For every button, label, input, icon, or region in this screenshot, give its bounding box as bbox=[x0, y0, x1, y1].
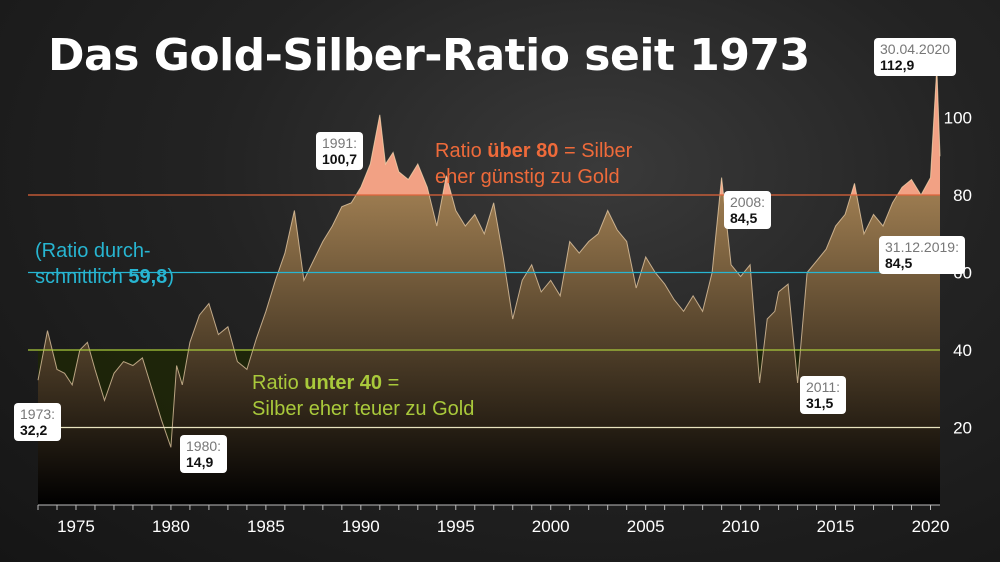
area-layer bbox=[37, 67, 941, 505]
x-tick-label: 2010 bbox=[722, 517, 760, 536]
x-tick-label: 2005 bbox=[627, 517, 665, 536]
reference-lines bbox=[28, 194, 940, 429]
x-tick-label: 1985 bbox=[247, 517, 285, 536]
callout-2020: 30.04.2020 112,9 bbox=[874, 38, 957, 76]
ratio-area bbox=[38, 67, 940, 505]
callout-2019: 31.12.2019: 84,5 bbox=[879, 236, 965, 274]
y-tick-label: 20 bbox=[953, 419, 972, 438]
y-tick-label: 40 bbox=[953, 341, 972, 360]
x-tick-label: 1990 bbox=[342, 517, 380, 536]
callout-1991-value: 100,7 bbox=[322, 151, 358, 167]
y-tick-label: 80 bbox=[953, 186, 972, 205]
callout-1980-label: 1980: bbox=[186, 438, 222, 454]
x-axis: 1975 1980 1985 1990 1995 2000 2005 2010 2015 2020 bbox=[37, 504, 950, 536]
callout-2011: 2011: 31,5 bbox=[800, 376, 846, 414]
callout-1980-value: 14,9 bbox=[186, 454, 214, 470]
below-40-highlight bbox=[38, 350, 940, 448]
callout-2020-value: 112,9 bbox=[880, 57, 915, 73]
x-tick-label: 2000 bbox=[532, 517, 570, 536]
callout-1991: 1991: 100,7 bbox=[316, 132, 364, 170]
callout-1973: 1973: 32,2 bbox=[14, 403, 62, 441]
note-average: (Ratio durch- schnittlich 59,8) bbox=[35, 240, 174, 288]
callout-2008: 2008: 84,5 bbox=[724, 191, 772, 229]
callout-2019-label: 31.12.2019: bbox=[885, 239, 959, 255]
callout-1980: 1980: 14,9 bbox=[180, 435, 228, 473]
x-tick-label: 2015 bbox=[817, 517, 855, 536]
x-tick-label: 2020 bbox=[912, 517, 950, 536]
y-tick-label: 100 bbox=[944, 109, 972, 128]
x-tick-label: 1995 bbox=[437, 517, 475, 536]
ratio-line bbox=[37, 67, 941, 448]
x-tick-label: 1980 bbox=[152, 517, 190, 536]
callout-1973-value: 32,2 bbox=[20, 422, 48, 438]
callout-2019-value: 84,5 bbox=[885, 255, 913, 271]
note-above-80: Ratio über 80 = Silber eher günstig zu G… bbox=[435, 140, 633, 188]
y-axis: 20406080100 bbox=[944, 109, 972, 438]
callout-2008-value: 84,5 bbox=[730, 210, 758, 226]
callout-2011-label: 2011: bbox=[806, 379, 840, 395]
callout-1973-label: 1973: bbox=[20, 406, 56, 422]
x-tick-label: 1975 bbox=[57, 517, 95, 536]
callout-2008-label: 2008: bbox=[730, 194, 766, 210]
callout-2011-value: 31,5 bbox=[806, 395, 834, 411]
callout-2020-label: 30.04.2020 bbox=[880, 41, 951, 57]
note-below-40: Ratio unter 40 = Silber eher teuer zu Go… bbox=[252, 372, 475, 420]
chart-title: Das Gold-Silber-Ratio seit 1973 bbox=[48, 30, 810, 81]
callout-1991-label: 1991: bbox=[322, 135, 358, 151]
